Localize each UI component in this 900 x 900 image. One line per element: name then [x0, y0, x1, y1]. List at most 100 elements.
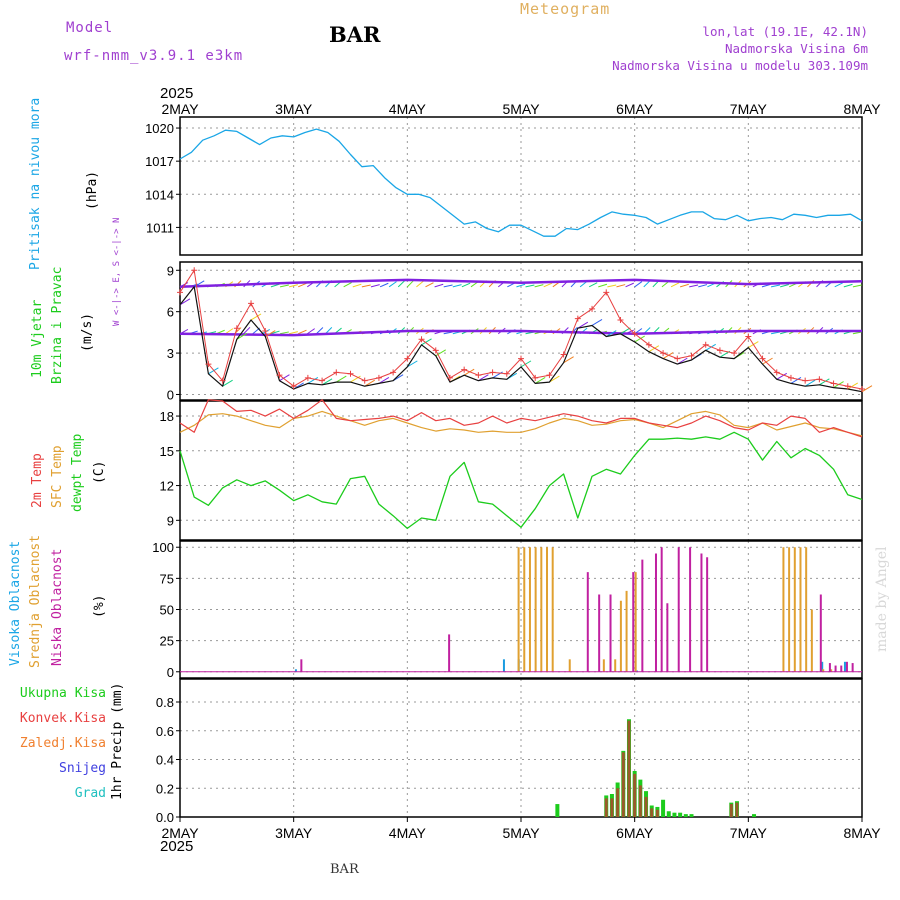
wind-gust-marker: [745, 333, 752, 340]
x-tick-label-bottom: 6MAY: [616, 825, 654, 841]
wind-gust-marker: [475, 372, 482, 379]
wind-gust-marker: [830, 380, 837, 387]
wind-surface-arrow: [705, 343, 716, 351]
x-tick-label-bottom: 8MAY: [843, 825, 881, 841]
y-tick-label: 9: [167, 513, 174, 528]
x-tick-label-bottom: 7MAY: [730, 825, 768, 841]
wind-gust-marker: [489, 369, 496, 376]
y-tick-label: 3: [167, 346, 174, 361]
wind-arrow-level2: [598, 283, 608, 288]
precip-legend-conv: Konvek.Kisa: [19, 711, 106, 726]
wind-gust-marker: [574, 315, 581, 322]
wind-gust-marker: [290, 383, 297, 390]
wind-gust-marker: [248, 300, 255, 307]
wind-arrow-level2: [443, 284, 453, 288]
conv-precip-bar: [633, 773, 637, 817]
x-tick-label-top: 8MAY: [843, 101, 881, 117]
conv-precip-bar: [610, 798, 614, 817]
wind-surface-arrow: [804, 379, 816, 387]
x-tick-label-top: 4MAY: [389, 101, 427, 117]
model-name: wrf-nmm_v3.9.1 e3km: [64, 48, 244, 64]
precip-legend-snow: Snijeg: [59, 761, 106, 776]
model-label: Model: [66, 20, 114, 36]
wind-gust-marker: [518, 355, 524, 362]
y-tick-label: 0: [167, 665, 174, 680]
wind-arrow-level1: [307, 328, 315, 335]
wind-surface-arrow: [549, 375, 560, 383]
wind-surface-arrow: [463, 368, 475, 376]
x-tick-label-bottom: 4MAY: [389, 825, 427, 841]
wind-arrow-level1: [279, 331, 289, 335]
coords-label: lon,lat (19.1E, 42.1N): [702, 24, 868, 39]
total-precip-bar: [672, 812, 677, 817]
wind-arrow-level1: [316, 327, 324, 335]
total-precip-bar: [689, 814, 694, 817]
wind-surface-arrow: [861, 385, 873, 393]
wind-gust-marker: [432, 347, 439, 354]
wind-arrow-level1: [288, 331, 298, 335]
wind-gust-marker: [759, 355, 766, 362]
y-tick-label: 12: [160, 479, 174, 494]
wind-gust-marker: [716, 347, 723, 354]
wind-surface-arrow: [364, 379, 375, 387]
wind-gust-marker: [773, 369, 780, 376]
x-tick-label-bottom: 2MAY: [161, 825, 199, 841]
y-tick-label: 0.4: [156, 753, 174, 768]
total-precip-bar: [752, 814, 757, 817]
wind-arrow-level2: [588, 282, 598, 288]
wind-surface-arrow: [648, 345, 660, 353]
wind-gust-marker: [589, 305, 596, 312]
wind-gust-marker: [276, 372, 283, 379]
wind-surface-arrow: [762, 357, 773, 365]
x-tick-label-bottom: 3MAY: [275, 825, 313, 841]
wind-gust-marker: [844, 383, 851, 390]
conv-precip-bar: [644, 796, 648, 817]
wind-surface-arrow: [591, 319, 603, 326]
temp2m-line: [179, 399, 863, 438]
wind-arrow-level2: [397, 280, 406, 288]
wind-arrow-level2: [352, 283, 362, 288]
wind-surface-arrow: [605, 330, 617, 337]
wind-gust-marker: [446, 374, 453, 381]
wind-gust-marker: [603, 289, 610, 296]
wind-arrow-level2: [780, 284, 789, 288]
wind-surface-arrow: [179, 298, 191, 306]
conv-precip-bar: [729, 804, 733, 817]
y-tick-label: 25: [160, 634, 174, 649]
conv-precip-bar: [650, 808, 654, 817]
total-precip-bar: [666, 811, 671, 817]
y-tick-label: 9: [167, 263, 174, 278]
wind-gust-marker: [375, 374, 382, 381]
wind-surface-arrow: [790, 377, 802, 384]
year-top: 2025: [160, 85, 194, 102]
wind-arrow-level2: [516, 283, 526, 288]
pressure-line: [179, 128, 863, 237]
wind-arrow-level2: [379, 282, 389, 288]
total-precip-bar: [661, 799, 666, 817]
y-tick-label: 0.8: [156, 695, 174, 710]
wind-gust-marker: [219, 377, 226, 384]
conv-precip-bar: [604, 798, 608, 817]
wind-surface-arrow: [336, 375, 347, 383]
wind-surface-arrow: [208, 367, 219, 375]
wind-gust-marker: [816, 376, 823, 383]
y-tick-label: 75: [160, 571, 174, 586]
wind-gust-marker: [702, 341, 709, 348]
panel-frame-temperature: [179, 400, 863, 541]
conv-precip-bar: [638, 785, 642, 817]
wind-gust-marker: [262, 328, 269, 334]
wind-gust-marker: [787, 374, 794, 381]
wind-surface-arrow: [776, 372, 788, 380]
wind-arrow-level2: [361, 284, 371, 288]
wind-surface-arrow: [250, 313, 262, 321]
wind-gust-marker: [418, 336, 425, 343]
wind-arrow-level1: [443, 331, 453, 335]
wind-arrow-level2: [406, 280, 415, 288]
wind-arrow-level2: [434, 283, 444, 288]
wind-gust-marker: [333, 369, 340, 376]
x-tick-label-top: 3MAY: [275, 101, 313, 117]
conv-precip-bar: [655, 809, 659, 817]
wind-arrow-level1: [270, 330, 280, 335]
y-tick-label: 0: [167, 387, 174, 402]
wind-arrow-level2: [770, 284, 780, 288]
